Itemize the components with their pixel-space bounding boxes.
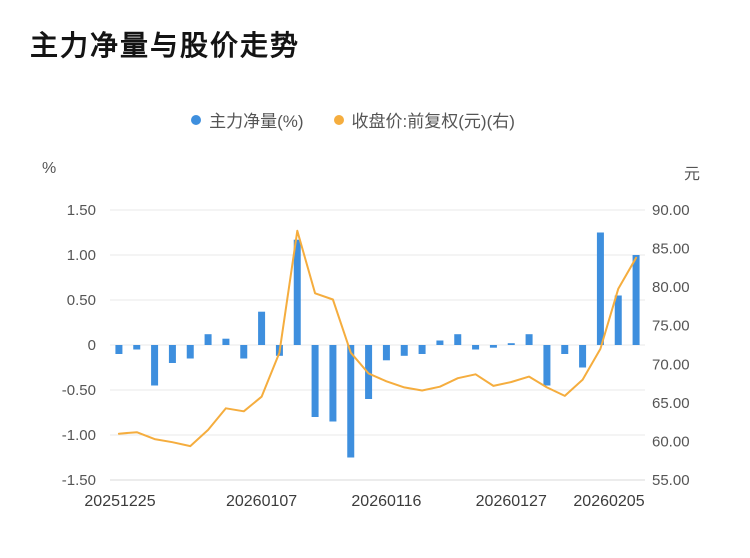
y-axis-left-tick: -1.00 [62,427,96,444]
bar [222,338,230,345]
y-axis-right-tick: 75.00 [652,318,690,335]
y-axis-left-tick: -1.50 [62,472,96,489]
y-axis-right-tick: 60.00 [652,433,690,450]
legend-marker-icon [191,114,202,125]
bar [472,345,480,350]
bar [400,345,408,356]
chart-title: 主力净量与股价走势 [30,30,301,61]
y-axis-left: 1.50 1.00 0.50 0 -0.50 -1.00 -1.50 [62,202,96,489]
y-axis-right-tick: 70.00 [652,356,690,373]
bar [293,239,301,345]
bar [186,345,194,359]
bar [436,340,444,345]
bar [525,334,533,345]
bar [561,345,569,354]
legend: 主力净量(%) 收盘价:前复权(元)(右) [0,107,728,132]
x-axis-tick: 20260107 [226,493,297,510]
gridlines [110,209,645,481]
bar [258,311,266,345]
bar [133,345,141,350]
x-axis: 20251225 20260107 20260116 20260127 20260205 [84,493,644,510]
x-axis-tick: 20260116 [351,493,421,510]
bar [596,232,604,345]
price-line [117,229,638,448]
y-axis-right-tick: 85.00 [652,241,690,258]
y-axis-right: 90.00 85.00 80.00 75.00 70.00 65.00 60.00 55.00 [652,202,690,489]
y-axis-left-tick: 1.00 [67,247,96,264]
y-axis-left-tick: 0 [88,337,96,354]
bar [507,343,515,345]
bar [347,345,355,458]
bar-series [115,232,640,458]
left-axis-unit: % [42,160,57,177]
bar [240,345,248,359]
bar [329,345,337,422]
y-axis-left-tick: -0.50 [62,382,96,399]
bar [489,345,497,348]
legend-item-0[interactable]: 主力净量(%) [191,107,304,132]
bar [115,345,123,354]
bar [579,345,587,368]
x-axis-tick: 20260205 [573,493,644,510]
bar [543,345,551,386]
bar [204,334,212,345]
y-axis-right-tick: 90.00 [652,202,690,219]
bar [418,345,426,354]
bar [632,255,640,345]
right-axis-unit: 元 [684,166,701,183]
legend-marker-icon [333,114,344,125]
bar [311,345,319,417]
y-axis-left-tick: 1.50 [67,202,96,219]
y-axis-left-tick: 0.50 [67,292,96,309]
y-axis-right-tick: 80.00 [652,279,690,296]
bar [151,345,159,386]
bar [168,345,176,363]
bar [382,345,390,361]
bar [454,334,462,345]
x-axis-tick: 20251225 [84,493,155,510]
x-axis-tick: 20260127 [476,493,547,510]
legend-item-1[interactable]: 收盘价:前复权(元)(右) [333,107,515,132]
legend-label: 收盘价:前复权(元)(右) [351,112,515,131]
bar [614,295,622,345]
legend-label: 主力净量(%) [209,112,304,131]
y-axis-right-tick: 55.00 [652,472,690,489]
y-axis-right-tick: 65.00 [652,395,690,412]
